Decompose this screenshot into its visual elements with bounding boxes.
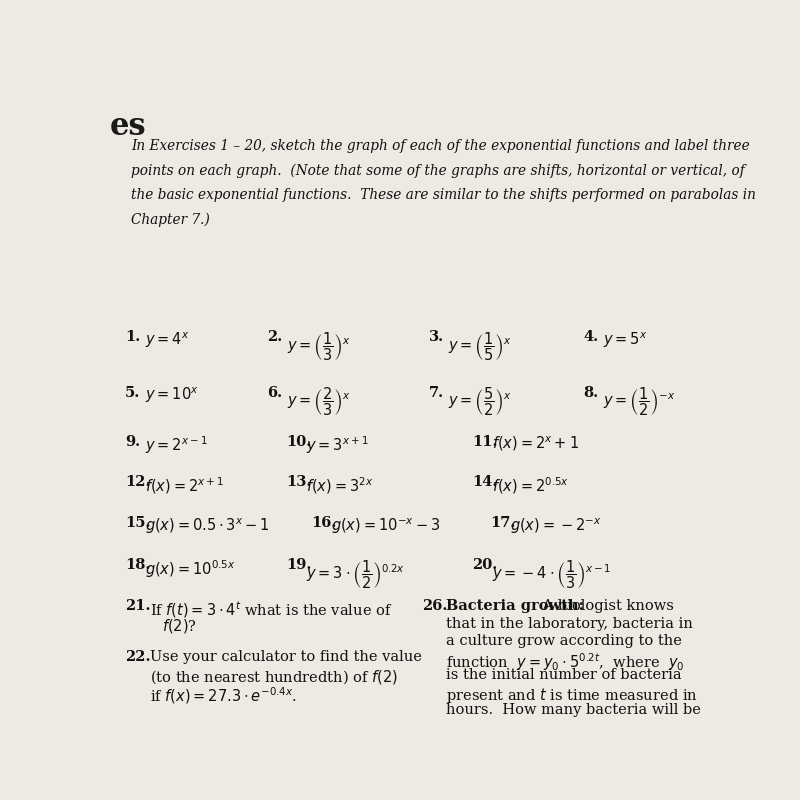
- Text: 7.: 7.: [429, 386, 444, 399]
- Text: Use your calculator to find the value: Use your calculator to find the value: [150, 650, 422, 664]
- Text: $y = 4^x$: $y = 4^x$: [145, 330, 190, 350]
- Text: 6.: 6.: [267, 386, 282, 399]
- Text: 5.: 5.: [125, 386, 140, 399]
- Text: $y = \left(\dfrac{1}{2}\right)^{-x}$: $y = \left(\dfrac{1}{2}\right)^{-x}$: [603, 386, 676, 418]
- Text: $y = 2^{x-1}$: $y = 2^{x-1}$: [145, 435, 207, 457]
- Text: $y = \left(\dfrac{2}{3}\right)^x$: $y = \left(\dfrac{2}{3}\right)^x$: [287, 386, 351, 418]
- Text: $f(x) = 3^{2x}$: $f(x) = 3^{2x}$: [306, 475, 373, 495]
- Text: if $f(x) = 27.3 \cdot e^{-0.4x}$.: if $f(x) = 27.3 \cdot e^{-0.4x}$.: [150, 685, 297, 706]
- Text: hours.  How many bacteria will be: hours. How many bacteria will be: [446, 702, 701, 717]
- Text: $g(x) = 10^{0.5x}$: $g(x) = 10^{0.5x}$: [145, 558, 235, 580]
- Text: the basic exponential functions.  These are similar to the shifts performed on p: the basic exponential functions. These a…: [131, 188, 756, 202]
- Text: 17.: 17.: [490, 516, 516, 530]
- Text: $y = 5^x$: $y = 5^x$: [603, 330, 648, 350]
- Text: 20.: 20.: [472, 558, 498, 572]
- Text: 11.: 11.: [472, 435, 498, 449]
- Text: Chapter 7.): Chapter 7.): [131, 213, 210, 227]
- Text: 9.: 9.: [125, 435, 140, 449]
- Text: 21.: 21.: [125, 599, 150, 614]
- Text: $g(x) = 0.5 \cdot 3^x - 1$: $g(x) = 0.5 \cdot 3^x - 1$: [145, 516, 270, 536]
- Text: 8.: 8.: [584, 386, 598, 399]
- Text: $f(x) = 2^x + 1$: $f(x) = 2^x + 1$: [492, 435, 579, 454]
- Text: $f(x) = 2^{x+1}$: $f(x) = 2^{x+1}$: [145, 475, 223, 495]
- Text: 26.: 26.: [422, 599, 448, 614]
- Text: is the initial number of bacteria: is the initial number of bacteria: [446, 668, 682, 682]
- Text: $y = 10^x$: $y = 10^x$: [145, 386, 198, 405]
- Text: (to the nearest hundredth) of $f(2)$: (to the nearest hundredth) of $f(2)$: [150, 668, 398, 686]
- Text: 13.: 13.: [286, 475, 311, 489]
- Text: $y = 3 \cdot \left(\dfrac{1}{2}\right)^{0.2x}$: $y = 3 \cdot \left(\dfrac{1}{2}\right)^{…: [306, 558, 405, 590]
- Text: 4.: 4.: [584, 330, 598, 344]
- Text: function  $y = y_0 \cdot 5^{0.2t}$,  where  $y_0$: function $y = y_0 \cdot 5^{0.2t}$, where…: [446, 651, 685, 673]
- Text: 18.: 18.: [125, 558, 150, 572]
- Text: 1.: 1.: [125, 330, 140, 344]
- Text: present and $t$ is time measured in: present and $t$ is time measured in: [446, 686, 698, 705]
- Text: $g(x) = 10^{-x} - 3$: $g(x) = 10^{-x} - 3$: [330, 516, 440, 536]
- Text: 16.: 16.: [310, 516, 336, 530]
- Text: points on each graph.  (Note that some of the graphs are shifts, horizontal or v: points on each graph. (Note that some of…: [131, 164, 745, 178]
- Text: 22.: 22.: [125, 650, 150, 664]
- Text: $y = \left(\dfrac{5}{2}\right)^x$: $y = \left(\dfrac{5}{2}\right)^x$: [449, 386, 512, 418]
- Text: 3.: 3.: [429, 330, 444, 344]
- Text: 10.: 10.: [286, 435, 311, 449]
- Text: In Exercises 1 – 20, sketch the graph of each of the exponential functions and l: In Exercises 1 – 20, sketch the graph of…: [131, 139, 750, 153]
- Text: $f(2)$?: $f(2)$?: [162, 617, 197, 634]
- Text: $f(x) = 2^{0.5x}$: $f(x) = 2^{0.5x}$: [492, 475, 569, 495]
- Text: 2.: 2.: [267, 330, 282, 344]
- Text: that in the laboratory, bacteria in: that in the laboratory, bacteria in: [446, 617, 693, 630]
- Text: A biologist knows: A biologist knows: [538, 599, 674, 614]
- Text: es: es: [110, 111, 146, 142]
- Text: $g(x) = -2^{-x}$: $g(x) = -2^{-x}$: [510, 516, 602, 536]
- Text: $y = \left(\dfrac{1}{5}\right)^x$: $y = \left(\dfrac{1}{5}\right)^x$: [449, 330, 512, 362]
- Text: 15.: 15.: [125, 516, 150, 530]
- Text: 14.: 14.: [472, 475, 498, 489]
- Text: $y = -4 \cdot \left(\dfrac{1}{3}\right)^{x-1}$: $y = -4 \cdot \left(\dfrac{1}{3}\right)^…: [492, 558, 611, 590]
- Text: Bacteria growth:: Bacteria growth:: [446, 599, 584, 614]
- Text: $y = \left(\dfrac{1}{3}\right)^x$: $y = \left(\dfrac{1}{3}\right)^x$: [287, 330, 351, 362]
- Text: If $f(t) = 3 \cdot 4^t$ what is the value of: If $f(t) = 3 \cdot 4^t$ what is the valu…: [150, 599, 392, 620]
- Text: $y = 3^{x+1}$: $y = 3^{x+1}$: [306, 435, 368, 457]
- Text: 12.: 12.: [125, 475, 150, 489]
- Text: a culture grow according to the: a culture grow according to the: [446, 634, 682, 648]
- Text: 19.: 19.: [286, 558, 311, 572]
